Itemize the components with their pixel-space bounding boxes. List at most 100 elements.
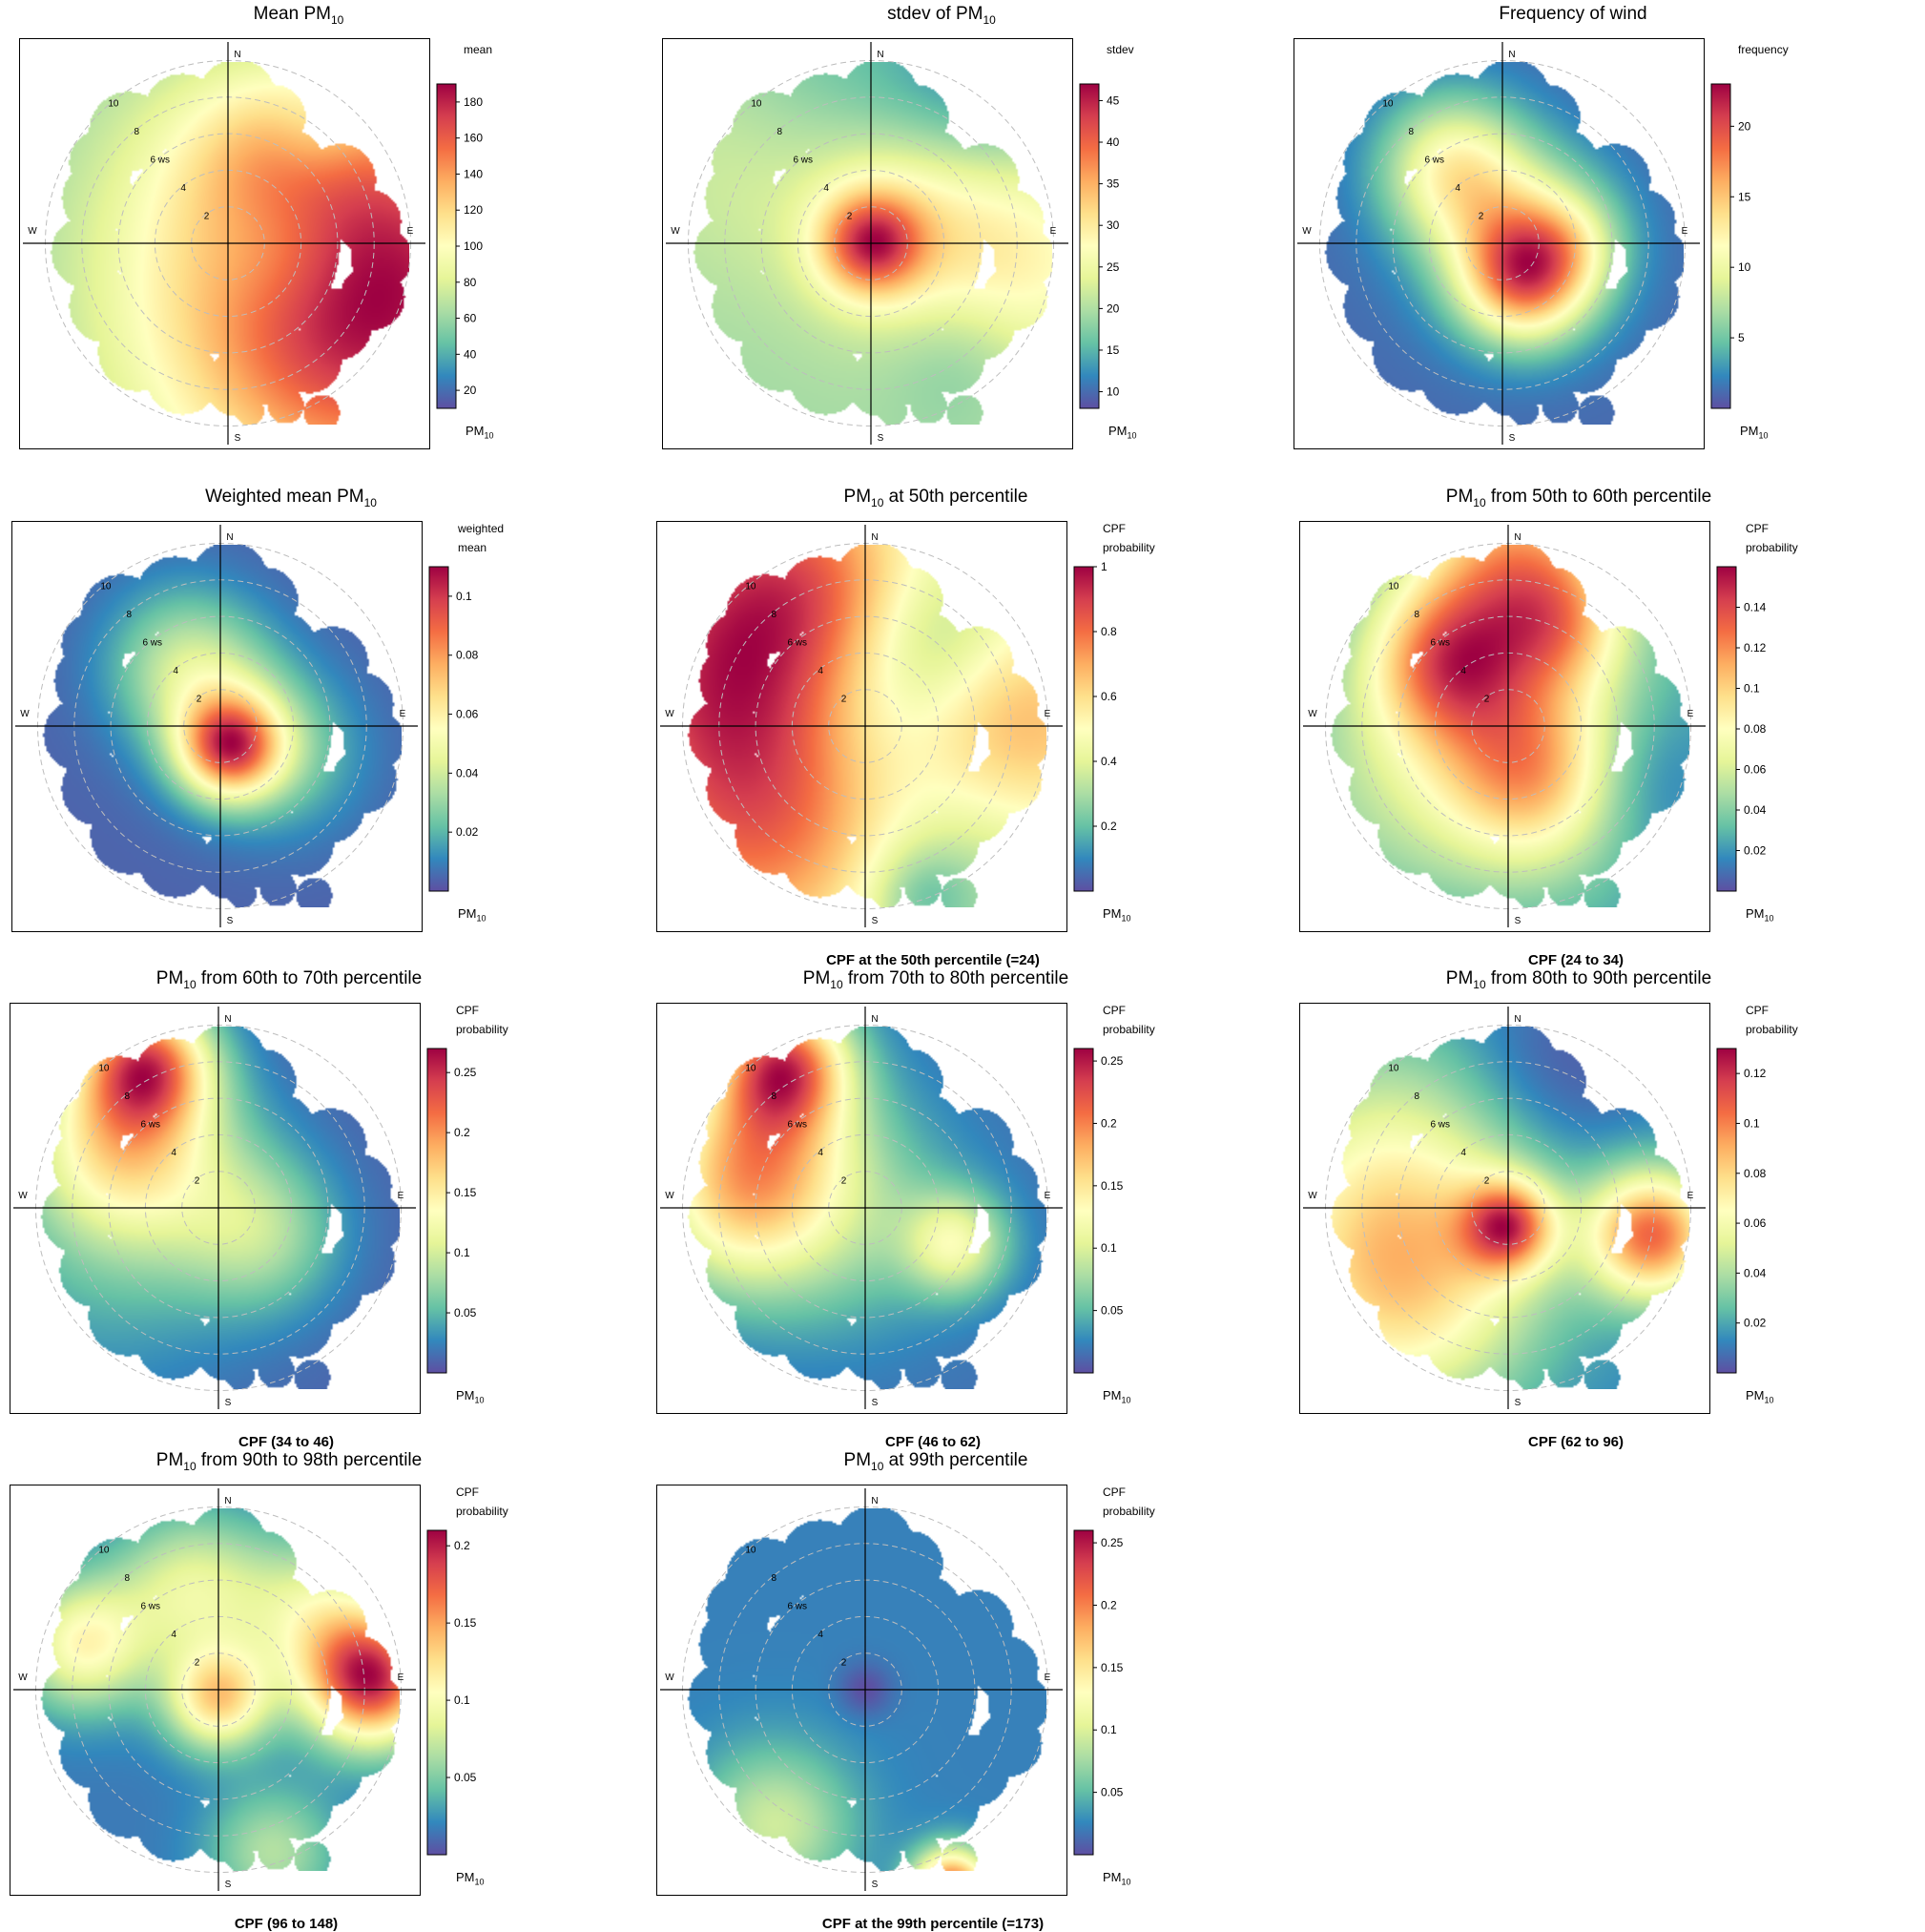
colorbar-tick-label: 0.02 [1744, 1317, 1767, 1330]
colorbar-tick-label: 0.15 [1101, 1661, 1124, 1674]
colorbar-tick-label: 30 [1107, 218, 1120, 232]
compass-label-e: E [400, 709, 406, 719]
compass-label-s: S [878, 433, 884, 444]
colorbar-tick-label: 15 [1738, 190, 1751, 203]
colorbar [1073, 1529, 1094, 1856]
compass-label-s: S [235, 433, 241, 444]
ring-label: 8 [135, 127, 140, 137]
ring-label: 8 [125, 1091, 131, 1102]
chart-title: PM10 from 80th to 90th percentile [1445, 968, 1712, 991]
ring-label: 2 [1484, 1175, 1490, 1186]
colorbar-tick-label: 0.4 [1101, 755, 1117, 768]
colorbar-tick-label: 20 [464, 384, 477, 397]
legend-title: weighted mean [458, 522, 505, 554]
polar-plot: 2 4 6 ws 8 10 N E S W 5 10 15 20 [1294, 38, 1751, 449]
ring-label: 6 ws [787, 1601, 807, 1611]
colorbar-tick-label: 20 [1107, 301, 1120, 315]
panel-cpf-50-60: PM10 from 50th to 60th percentile 2 4 6 ws 8… [1299, 483, 1919, 968]
legend-title: mean [464, 43, 493, 56]
compass-label-w: W [18, 1672, 28, 1683]
legend-title: stdev [1107, 43, 1134, 56]
polar-plot: 2 4 6 ws 8 10 N E S W 0.05 0.1 0.15 0.2 0.25 [10, 1003, 477, 1414]
compass-label-e: E [1045, 1672, 1051, 1683]
colorbar-tick-label: 0.05 [454, 1306, 477, 1319]
compass-label-e: E [1682, 226, 1688, 237]
compass-label-n: N [234, 50, 240, 60]
ring-label: 10 [745, 1545, 756, 1555]
colorbar-tick-label: 0.12 [1744, 641, 1767, 654]
compass-label-w: W [20, 709, 30, 719]
compass-label-n: N [871, 532, 878, 543]
ring-label: 6 ws [1424, 155, 1444, 165]
compass-label-w: W [665, 1672, 674, 1683]
legend-title: CPF probability [1103, 1004, 1155, 1036]
compass-label-s: S [225, 1880, 232, 1890]
polar-plot: 2 4 6 ws 8 10 N E S W 0.02 0.04 0.06 0.08 0.1 0.12 0.14 [1299, 521, 1767, 932]
ring-label: 8 [772, 610, 777, 620]
chart-title: PM10 from 50th to 60th percentile [1445, 487, 1712, 509]
polar-plot: 2 4 6 ws 8 10 N E S W 0.2 0.4 0.6 0.8 1 [656, 521, 1117, 932]
panel-cpf-70-80: PM10 from 70th to 80th percentile 2 4 6 ws 8… [656, 965, 1286, 1450]
ring-label: 10 [1388, 581, 1399, 592]
colorbar-tick-label: 0.05 [454, 1771, 477, 1784]
colorbar-tick-label: 180 [464, 95, 483, 109]
variable-label: PM10 [1103, 906, 1131, 924]
plot-frame [656, 1003, 1067, 1414]
chart-caption: CPF (24 to 34) [1527, 952, 1625, 968]
ring-label: 8 [777, 127, 783, 137]
ring-label: 4 [171, 1630, 176, 1640]
ring-label: 2 [847, 211, 853, 221]
colorbar [1716, 1048, 1737, 1374]
compass-label-n: N [224, 1496, 231, 1506]
chart-title: Frequency of wind [1499, 4, 1647, 24]
colorbar-tick-label: 0.06 [1744, 1216, 1767, 1230]
panel-cpf-60-70: PM10 from 60th to 70th percentile 2 4 6 ws 8… [10, 965, 639, 1450]
ring-label: 4 [1460, 1148, 1466, 1158]
colorbar [1710, 83, 1731, 409]
chart-title: PM10 from 90th to 98th percentile [155, 1450, 423, 1473]
ring-label: 8 [772, 1091, 777, 1102]
colorbar-tick-label: 0.05 [1101, 1786, 1124, 1799]
colorbar [436, 83, 457, 409]
ring-label: 8 [127, 610, 133, 620]
polar-plot: 2 4 6 ws 8 10 N E S W 10 15 20 25 30 35 40 45 [662, 38, 1120, 449]
chart-title: PM10 from 70th to 80th percentile [802, 968, 1069, 991]
compass-label-n: N [226, 532, 233, 543]
colorbar-tick-label: 0.08 [456, 649, 479, 662]
chart-caption: CPF (34 to 46) [238, 1434, 335, 1450]
compass-label-w: W [1308, 709, 1317, 719]
ring-label: 6 ws [140, 1601, 160, 1611]
colorbar-tick-label: 0.1 [1744, 682, 1760, 696]
colorbar-tick-label: 0.15 [1101, 1179, 1124, 1193]
legend-title: frequency [1738, 43, 1789, 56]
variable-label: PM10 [466, 424, 494, 441]
colorbar-tick-label: 45 [1107, 93, 1120, 107]
variable-label: PM10 [1740, 424, 1769, 441]
chart-title: Mean PM10 [253, 4, 344, 27]
compass-label-n: N [1508, 50, 1515, 60]
compass-label-w: W [1302, 226, 1312, 237]
legend-title: CPF probability [456, 1485, 508, 1518]
colorbar-tick-label: 40 [464, 347, 477, 361]
compass-label-e: E [398, 1191, 404, 1201]
colorbar-tick-label: 160 [464, 132, 483, 145]
compass-label-s: S [1509, 433, 1516, 444]
variable-label: PM10 [1103, 1388, 1131, 1405]
colorbar-tick-label: 0.02 [1744, 844, 1767, 858]
colorbar-tick-label: 0.04 [456, 766, 479, 779]
colorbar-tick-label: 0.14 [1744, 601, 1767, 614]
plot-frame [19, 38, 430, 449]
ring-label: 8 [1409, 127, 1415, 137]
variable-label: PM10 [1108, 424, 1137, 441]
panel-cpf-50: PM10 at 50th percentile 2 4 6 ws 8 10 N E S W 0.2 0… [656, 483, 1286, 968]
colorbar-tick-label: 0.2 [1101, 1598, 1117, 1611]
panel-cpf-90-98: PM10 from 90th to 98th percentile 2 4 6 ws 8… [10, 1446, 639, 1932]
compass-label-e: E [1045, 709, 1051, 719]
chart-title: stdev of PM10 [887, 4, 996, 27]
compass-label-n: N [224, 1014, 231, 1025]
polar-plot: 2 4 6 ws 8 10 N E S W 0.05 0.1 0.15 0.2 0.25 [656, 1003, 1124, 1414]
legend-title: CPF probability [1103, 522, 1155, 554]
colorbar-tick-label: 0.2 [1101, 1116, 1117, 1130]
plot-frame [662, 38, 1073, 449]
compass-label-n: N [1514, 1014, 1521, 1025]
